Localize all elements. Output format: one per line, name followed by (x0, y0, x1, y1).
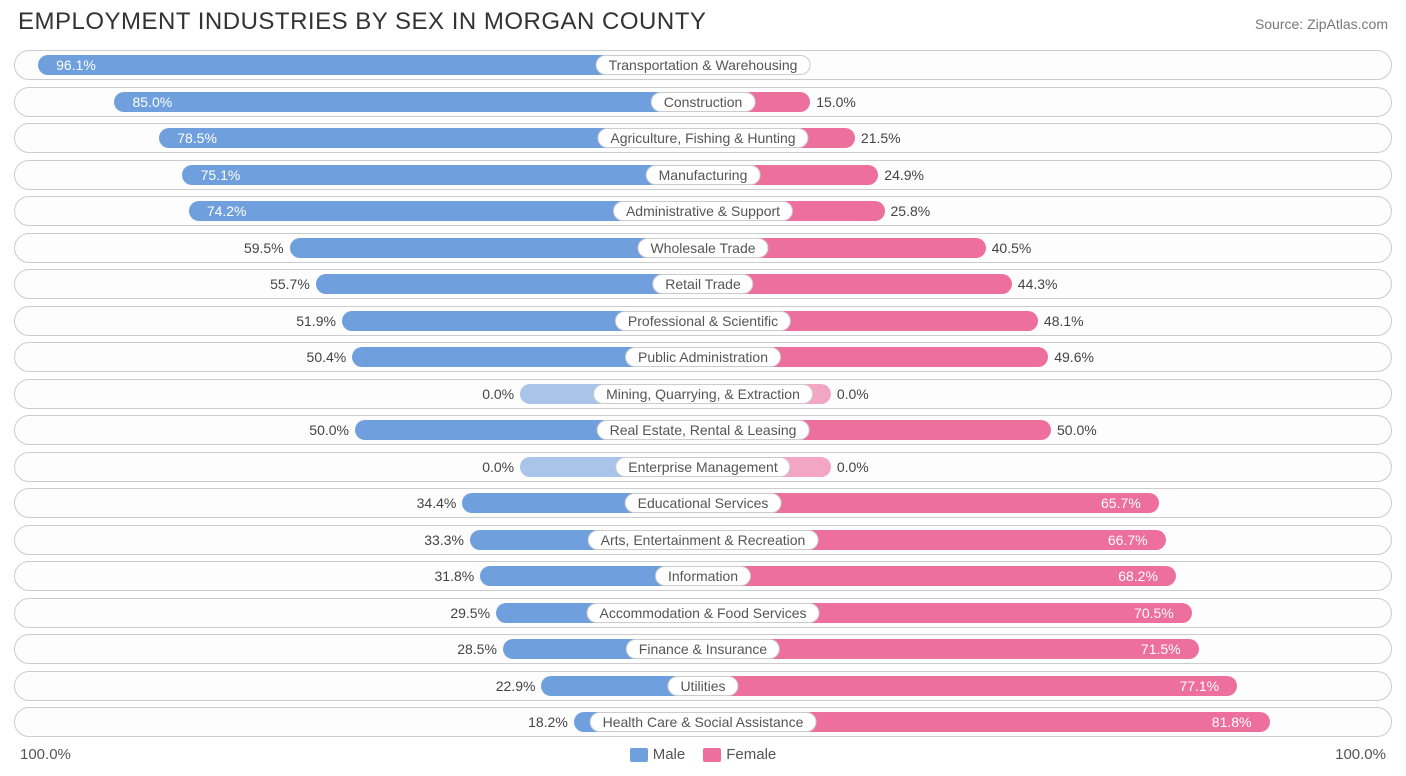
category-label: Health Care & Social Assistance (590, 712, 817, 732)
male-value-label: 85.0% (133, 94, 173, 110)
male-value-label: 75.1% (201, 167, 241, 183)
chart-row: 96.1%3.9%Transportation & Warehousing (14, 50, 1392, 80)
chart-row: 75.1% 24.9% Manufacturing (14, 160, 1392, 190)
category-label: Wholesale Trade (637, 238, 768, 258)
category-label: Information (655, 566, 751, 586)
male-value-label: 50.4% (307, 349, 347, 365)
female-value-label: 70.5% (1134, 605, 1174, 621)
diverging-bar-chart: 96.1%3.9%Transportation & Warehousing 85.… (14, 50, 1392, 737)
chart-row: 0.0% 0.0% Mining, Quarrying, & Extraction (14, 379, 1392, 409)
chart-row: 34.4% 65.7% Educational Services (14, 488, 1392, 518)
category-label: Enterprise Management (615, 457, 790, 477)
male-bar (182, 165, 699, 185)
female-value-label: 66.7% (1108, 532, 1148, 548)
male-value-label: 96.1% (56, 57, 96, 73)
female-value-label: 65.7% (1101, 495, 1141, 511)
male-value-label: 0.0% (482, 459, 514, 475)
category-label: Construction (651, 92, 756, 112)
male-swatch-icon (630, 748, 648, 762)
chart-row: 0.0% 0.0% Enterprise Management (14, 452, 1392, 482)
male-value-label: 0.0% (482, 386, 514, 402)
female-bar (707, 639, 1199, 659)
category-label: Utilities (667, 676, 738, 696)
male-value-label: 51.9% (296, 313, 336, 329)
female-value-label: 50.0% (1057, 422, 1097, 438)
legend-female-label: Female (726, 746, 776, 763)
chart-row: 78.5% 21.5% Agriculture, Fishing & Hunting (14, 123, 1392, 153)
female-value-label: 21.5% (861, 130, 901, 146)
female-value-label: 44.3% (1018, 276, 1058, 292)
category-label: Accommodation & Food Services (587, 603, 820, 623)
female-value-label: 15.0% (816, 94, 856, 110)
chart-header: EMPLOYMENT INDUSTRIES BY SEX IN MORGAN C… (14, 8, 1392, 36)
male-value-label: 28.5% (457, 641, 497, 657)
female-value-label: 71.5% (1141, 641, 1181, 657)
category-label: Public Administration (625, 347, 781, 367)
chart-footer: 100.0% Male Female 100.0% (14, 744, 1392, 763)
female-value-label: 81.8% (1212, 714, 1252, 730)
chart-row: 29.5% 70.5% Accommodation & Food Services (14, 598, 1392, 628)
category-label: Administrative & Support (613, 201, 793, 221)
category-label: Finance & Insurance (626, 639, 780, 659)
male-bar (114, 92, 699, 112)
male-value-label: 29.5% (450, 605, 490, 621)
chart-row: 33.3% 66.7% Arts, Entertainment & Recreati… (14, 525, 1392, 555)
male-value-label: 59.5% (244, 240, 284, 256)
female-value-label: 49.6% (1054, 349, 1094, 365)
male-value-label: 74.2% (207, 203, 247, 219)
chart-row: 28.5% 71.5% Finance & Insurance (14, 634, 1392, 664)
category-label: Manufacturing (646, 165, 761, 185)
female-value-label: 40.5% (992, 240, 1032, 256)
female-value-label: 48.1% (1044, 313, 1084, 329)
chart-row: 22.9% 77.1% Utilities (14, 671, 1392, 701)
chart-row: 50.0% 50.0% Real Estate, Rental & Leasing (14, 415, 1392, 445)
male-value-label: 18.2% (528, 714, 568, 730)
category-label: Arts, Entertainment & Recreation (588, 530, 819, 550)
female-value-label: 0.0% (837, 459, 869, 475)
chart-row: 18.2% 81.8% Health Care & Social Assistanc… (14, 707, 1392, 737)
category-label: Educational Services (625, 493, 782, 513)
chart-row: 51.9% 48.1% Professional & Scientific (14, 306, 1392, 336)
legend-male: Male (630, 746, 686, 763)
male-value-label: 34.4% (417, 495, 457, 511)
legend-male-label: Male (653, 746, 686, 763)
axis-right-label: 100.0% (1335, 746, 1386, 763)
chart-row: 59.5% 40.5% Wholesale Trade (14, 233, 1392, 263)
male-value-label: 33.3% (424, 532, 464, 548)
chart-row: 31.8% 68.2% Information (14, 561, 1392, 591)
chart-row: 74.2% 25.8% Administrative & Support (14, 196, 1392, 226)
male-value-label: 78.5% (177, 130, 217, 146)
female-value-label: 0.0% (837, 386, 869, 402)
male-value-label: 31.8% (435, 568, 475, 584)
chart-row: 50.4% 49.6% Public Administration (14, 342, 1392, 372)
category-label: Professional & Scientific (615, 311, 791, 331)
chart-source: Source: ZipAtlas.com (1255, 16, 1388, 32)
category-label: Mining, Quarrying, & Extraction (593, 384, 813, 404)
axis-left-label: 100.0% (20, 746, 71, 763)
male-value-label: 55.7% (270, 276, 310, 292)
female-bar (707, 676, 1237, 696)
chart-row: 85.0% 15.0% Construction (14, 87, 1392, 117)
female-value-label: 68.2% (1118, 568, 1158, 584)
male-bar (316, 274, 699, 294)
male-value-label: 22.9% (496, 678, 536, 694)
category-label: Transportation & Warehousing (596, 55, 811, 75)
male-value-label: 50.0% (309, 422, 349, 438)
category-label: Agriculture, Fishing & Hunting (597, 128, 808, 148)
female-swatch-icon (703, 748, 721, 762)
chart-title: EMPLOYMENT INDUSTRIES BY SEX IN MORGAN C… (18, 8, 706, 36)
chart-row: 55.7% 44.3% Retail Trade (14, 269, 1392, 299)
legend-female: Female (703, 746, 776, 763)
female-value-label: 77.1% (1179, 678, 1219, 694)
female-value-label: 25.8% (891, 203, 931, 219)
female-value-label: 24.9% (884, 167, 924, 183)
category-label: Retail Trade (652, 274, 753, 294)
legend: Male Female (630, 746, 777, 763)
category-label: Real Estate, Rental & Leasing (597, 420, 810, 440)
female-bar (707, 566, 1176, 586)
